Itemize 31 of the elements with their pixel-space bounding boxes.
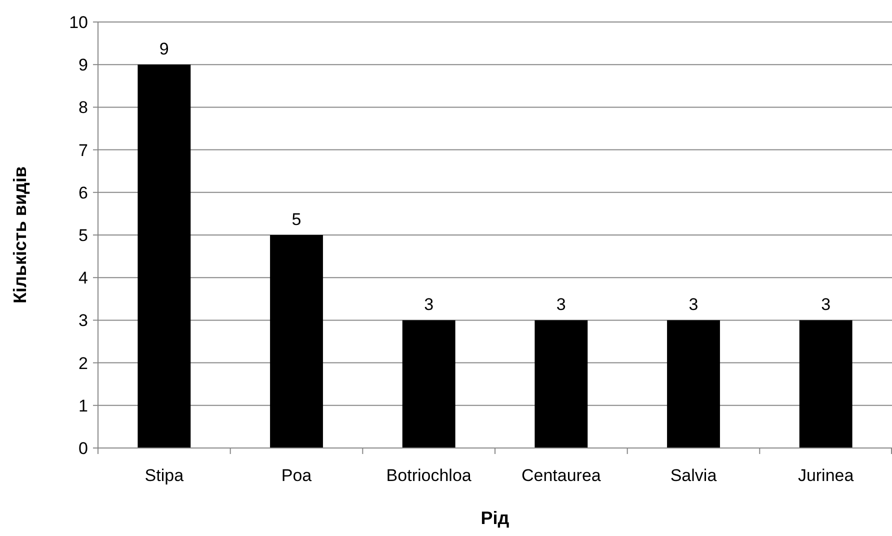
x-axis-title: Рід (480, 508, 510, 528)
y-tick-label: 2 (78, 354, 88, 373)
data-label: 3 (556, 295, 566, 314)
y-axis-title: Кількість видів (10, 166, 30, 304)
bar (402, 320, 456, 448)
y-tick-label: 5 (78, 226, 88, 245)
data-label: 3 (821, 295, 831, 314)
data-label: 3 (424, 295, 434, 314)
y-tick-label: 8 (78, 98, 88, 118)
x-tick-label: Botriochloa (386, 466, 472, 485)
bar (138, 64, 191, 448)
y-tick-label: 10 (69, 12, 88, 32)
y-tick-label: 1 (78, 396, 88, 416)
bar (799, 320, 852, 448)
bar (534, 320, 588, 448)
y-tick-label: 9 (78, 56, 88, 75)
y-tick-label: 6 (78, 183, 88, 202)
y-tick-label: 0 (78, 438, 88, 458)
x-tick-label: Centaurea (521, 466, 602, 485)
data-label: 9 (159, 40, 169, 59)
y-tick-label: 7 (78, 140, 88, 160)
data-label: 3 (688, 295, 698, 314)
x-tick-label: Salvia (670, 466, 718, 485)
bar (667, 320, 720, 448)
bar (270, 235, 323, 448)
x-tick-label: Stipa (144, 466, 184, 485)
y-tick-label: 4 (78, 268, 88, 288)
x-tick-label: Poa (281, 466, 312, 485)
x-tick-label: Jurinea (798, 466, 854, 485)
y-tick-label: 3 (78, 311, 88, 330)
data-label: 5 (292, 210, 302, 229)
